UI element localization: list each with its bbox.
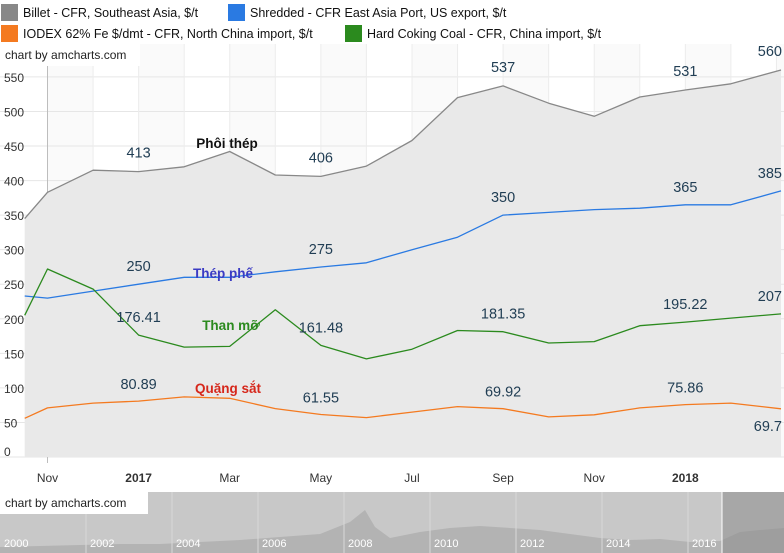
data-label: 80.89 (120, 377, 156, 393)
data-label: 176.41 (116, 310, 160, 326)
data-label: 181.35 (481, 307, 525, 323)
scrollbar-year-label: 2000 (4, 538, 29, 550)
y-tick-label: 50 (4, 416, 18, 430)
data-label: 275 (309, 242, 333, 258)
data-label: 69.92 (485, 385, 521, 401)
legend-item-billet[interactable]: Billet - CFR, Southeast Asia, $/t (1, 4, 198, 21)
scrollbar-silhouette (0, 510, 784, 553)
y-tick-label: 250 (4, 278, 24, 292)
data-label: 406 (309, 150, 333, 166)
legend-label-coking-coal: Hard Coking Coal - CFR, China import, $/… (367, 26, 602, 41)
scrollbar-selection (722, 492, 784, 553)
data-label: 69.7 (754, 419, 782, 435)
series-line-billet (24, 69, 782, 220)
scrollbar-year-label: 2016 (692, 538, 717, 550)
chart-scrollbar[interactable]: chart by amcharts.com 2000 2002 2004 200… (0, 492, 784, 553)
series-line-iron (24, 396, 782, 419)
billet-area (24, 70, 781, 457)
data-label: 61.55 (303, 391, 339, 407)
series-annotation: Thép phế (193, 266, 253, 281)
data-label: 207 (758, 289, 782, 305)
y-tick-label: 400 (4, 175, 24, 189)
y-tick-label: 350 (4, 209, 24, 223)
chart-legend: Billet - CFR, Southeast Asia, $/t Shredd… (0, 0, 784, 44)
main-chart[interactable]: 0 50 100 150 200 250 300 350 400 450 500 550 Nov 2017… (0, 44, 784, 492)
data-label: 560 (758, 44, 782, 60)
y-tick-label: 500 (4, 106, 24, 120)
y-tick-label: 100 (4, 382, 24, 396)
legend-swatch-coking-coal (345, 25, 362, 42)
data-label: 350 (491, 190, 515, 206)
scrollbar-year-label: 2008 (348, 538, 373, 550)
data-label: 365 (673, 180, 697, 196)
x-tick-label: Jul (404, 471, 419, 485)
legend-swatch-iodex (1, 25, 18, 42)
data-label: 250 (126, 259, 150, 275)
chart-credit-link[interactable]: chart by amcharts.com (0, 44, 140, 66)
scrollbar-year-label: 2004 (176, 538, 201, 550)
y-tick-label: 450 (4, 140, 24, 154)
y-tick-label: 200 (4, 313, 24, 327)
legend-label-billet: Billet - CFR, Southeast Asia, $/t (23, 5, 199, 20)
x-tick-label: Nov (584, 471, 605, 485)
legend-swatch-billet (1, 4, 18, 21)
y-tick-label: 550 (4, 71, 24, 85)
scrollbar-credit-link[interactable]: chart by amcharts.com (0, 492, 148, 514)
scrollbar-year-label: 2006 (262, 538, 287, 550)
x-tick-label: 2018 (672, 471, 699, 485)
y-tick-label: 300 (4, 244, 24, 258)
series-line-shredded (24, 190, 782, 299)
data-label: 537 (491, 60, 515, 76)
data-label: 531 (673, 64, 697, 80)
scrollbar-preview-chart (0, 492, 784, 553)
series-annotation: Phôi thép (196, 136, 258, 151)
y-tick-label: 150 (4, 347, 24, 361)
legend-label-iodex: IODEX 62% Fe $/dmt - CFR, North China im… (23, 26, 313, 41)
legend-item-shredded[interactable]: Shredded - CFR East Asia Port, US export… (228, 4, 506, 21)
scrollbar-year-label: 2010 (434, 538, 459, 550)
x-tick-label: 2017 (125, 471, 152, 485)
x-tick-label: Nov (37, 471, 58, 485)
series-annotation: Than mỡ (202, 318, 260, 333)
scrollbar-year-label: 2014 (606, 538, 631, 550)
data-label: 195.22 (663, 297, 707, 313)
legend-item-coking-coal[interactable]: Hard Coking Coal - CFR, China import, $/… (345, 25, 601, 42)
x-tick-label: Sep (492, 471, 514, 485)
series-line-coal (24, 268, 782, 360)
legend-label-shredded: Shredded - CFR East Asia Port, US export… (250, 5, 507, 20)
scrollbar-year-label: 2002 (90, 538, 115, 550)
data-label: 75.86 (667, 381, 703, 397)
x-tick-label: May (310, 471, 333, 485)
data-label: 161.48 (299, 320, 343, 336)
y-tick-label: 0 (4, 445, 11, 459)
x-tick-label: Mar (219, 471, 240, 485)
legend-swatch-shredded (228, 4, 245, 21)
data-label: 413 (126, 146, 150, 162)
legend-item-iodex[interactable]: IODEX 62% Fe $/dmt - CFR, North China im… (1, 25, 313, 42)
series-annotation: Quặng sắt (195, 381, 262, 396)
scrollbar-year-label: 2012 (520, 538, 545, 550)
data-label: 385 (758, 166, 782, 182)
